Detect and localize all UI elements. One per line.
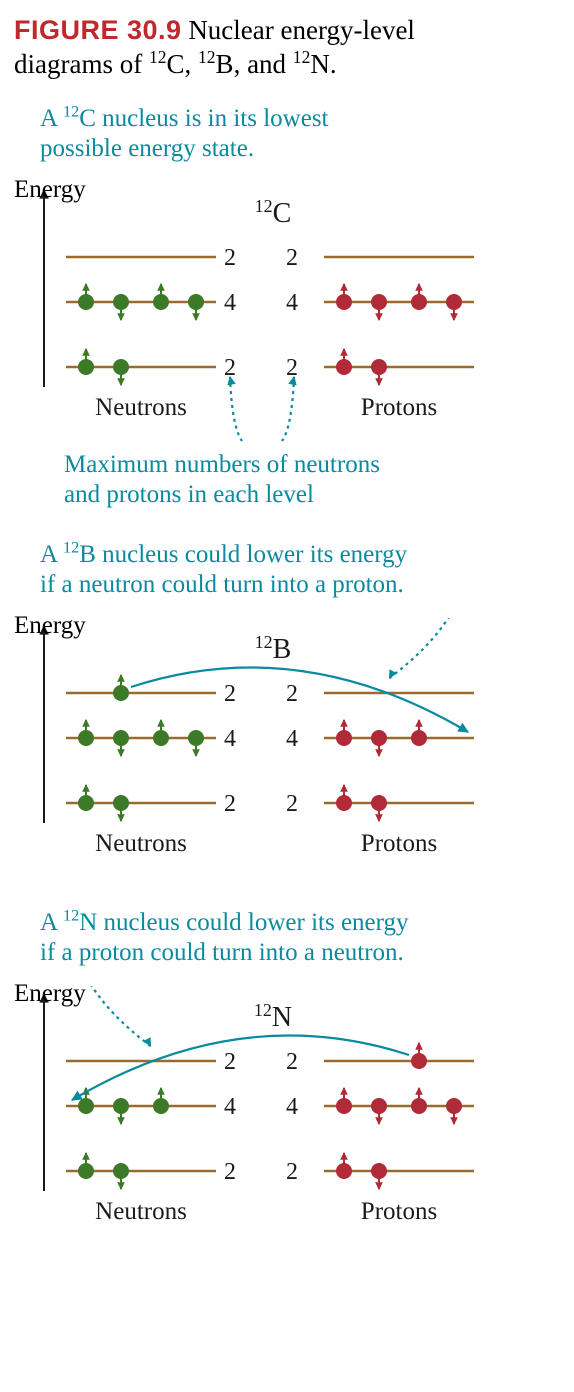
- svg-text:2: 2: [286, 245, 298, 271]
- svg-text:4: 4: [224, 1094, 236, 1120]
- svg-text:4: 4: [286, 1094, 298, 1120]
- svg-text:Neutrons: Neutrons: [95, 830, 187, 857]
- energy-diagram: 2 2 4 4 2 2 Neutrons Protons 12B: [14, 618, 560, 878]
- svg-text:2: 2: [224, 791, 236, 817]
- svg-text:12N: 12N: [254, 1000, 292, 1033]
- svg-text:2: 2: [286, 791, 298, 817]
- energy-diagram: 2 2 4 4 2 2 Neutrons Protons 12N: [14, 986, 560, 1246]
- svg-text:4: 4: [286, 726, 298, 752]
- svg-text:4: 4: [224, 726, 236, 752]
- svg-text:12C: 12C: [255, 196, 292, 229]
- energy-axis-label: Energy: [14, 980, 86, 1008]
- svg-text:4: 4: [286, 290, 298, 316]
- svg-text:2: 2: [224, 1159, 236, 1185]
- svg-text:2: 2: [224, 245, 236, 271]
- svg-text:2: 2: [224, 1049, 236, 1075]
- svg-text:12B: 12B: [255, 632, 292, 665]
- figure-title: FIGURE 30.9 Nuclear energy-level diagram…: [14, 14, 560, 82]
- svg-text:Protons: Protons: [361, 394, 437, 421]
- panel-12c: A 12C nucleus is in its lowest possible …: [14, 104, 560, 510]
- caption-12n: A 12N nucleus could lower its energy if …: [40, 908, 560, 968]
- svg-text:Protons: Protons: [361, 830, 437, 857]
- energy-diagram: 224422NeutronsProtons12C: [14, 182, 560, 450]
- svg-text:Neutrons: Neutrons: [95, 1198, 187, 1225]
- figure-label: FIGURE 30.9: [14, 15, 182, 45]
- panel-12n: A 12N nucleus could lower its energy if …: [14, 908, 560, 1246]
- svg-text:4: 4: [224, 290, 236, 316]
- caption-12b: A 12B nucleus could lower its energy if …: [40, 540, 560, 600]
- caption-12c: A 12C nucleus is in its lowest possible …: [40, 104, 560, 164]
- svg-text:2: 2: [224, 681, 236, 707]
- svg-text:2: 2: [286, 681, 298, 707]
- svg-text:2: 2: [286, 355, 298, 381]
- energy-axis-label: Energy: [14, 612, 86, 640]
- svg-text:Protons: Protons: [361, 1198, 437, 1225]
- svg-text:Neutrons: Neutrons: [95, 394, 187, 421]
- svg-text:2: 2: [286, 1049, 298, 1075]
- panel-12b: A 12B nucleus could lower its energy if …: [14, 540, 560, 878]
- energy-axis-label: Energy: [14, 176, 86, 204]
- svg-text:2: 2: [286, 1159, 298, 1185]
- annotation-max: Maximum numbers of neutrons and protons …: [64, 450, 550, 510]
